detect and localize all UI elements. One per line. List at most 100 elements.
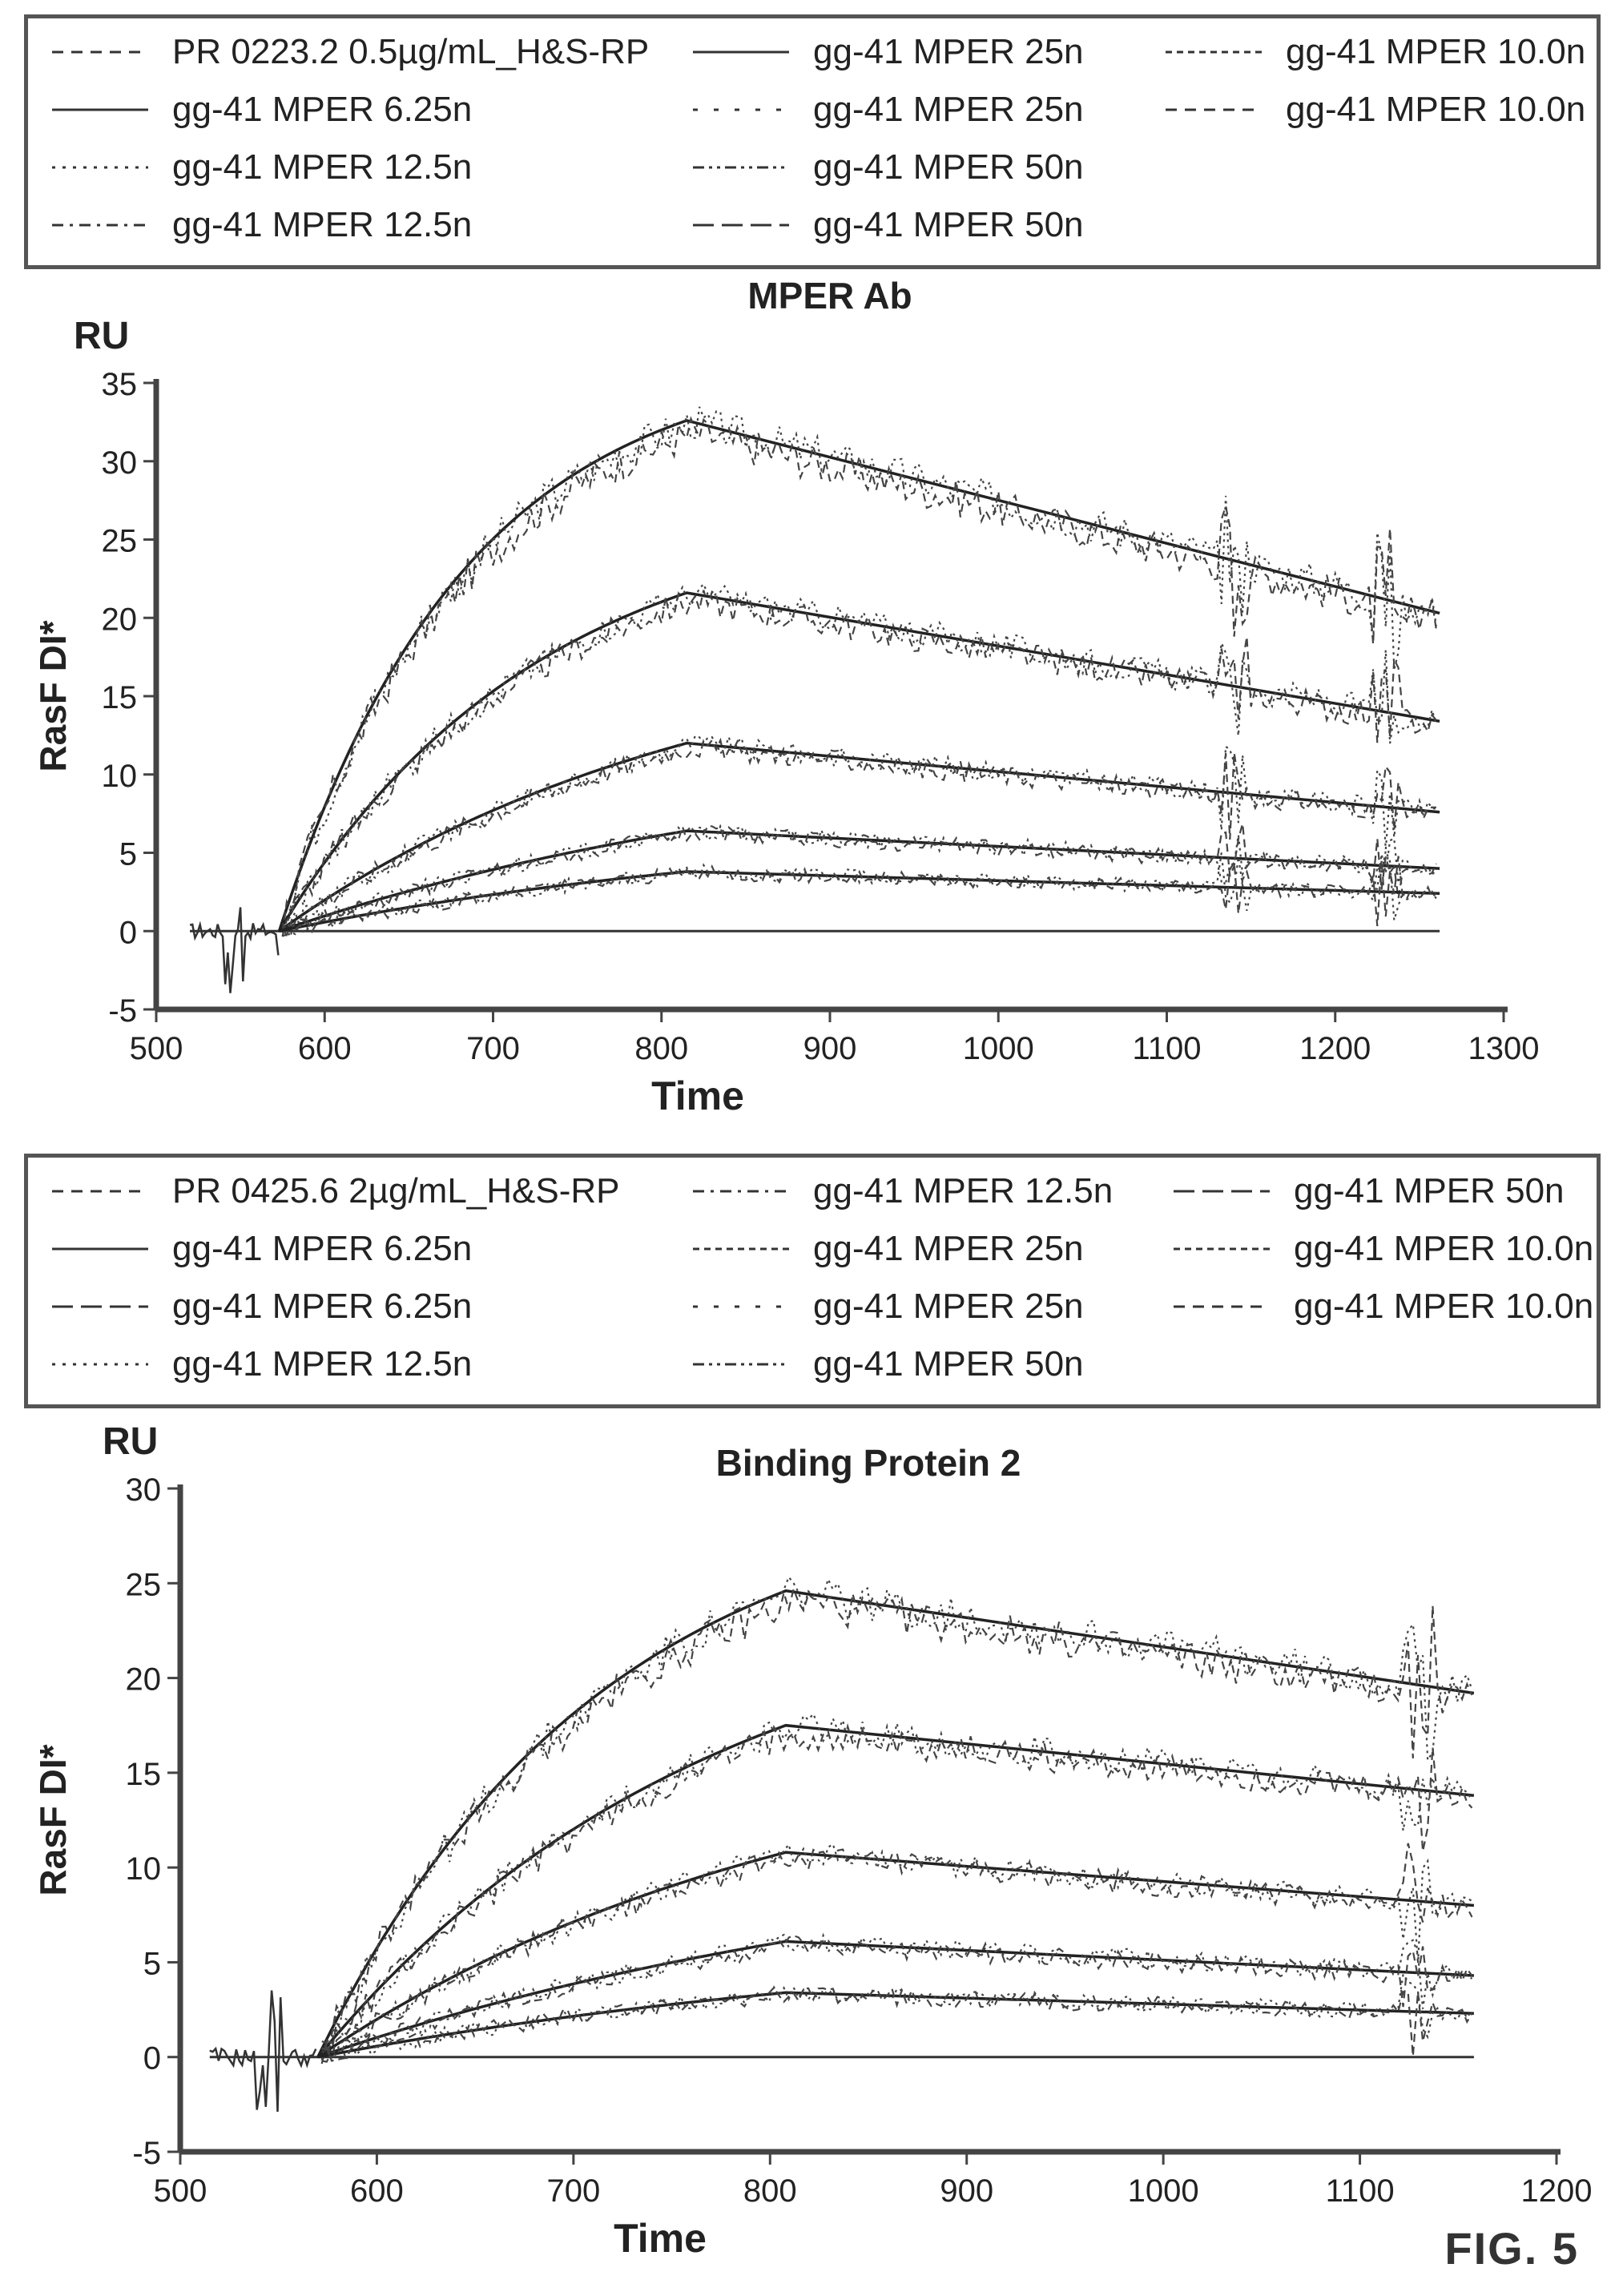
x-tick-label: 1300 xyxy=(1468,1031,1540,1066)
legend-label: gg-41 MPER 50n xyxy=(813,1344,1084,1384)
x-tick-label: 1100 xyxy=(1132,1031,1201,1066)
measured-trace-5-2 xyxy=(321,1972,1473,2062)
measured-trace-1-2 xyxy=(281,406,1437,937)
x-tick-label: 1200 xyxy=(1521,2173,1593,2209)
x-axis-label: Time xyxy=(614,2216,707,2261)
figure-label: FIG. 5 xyxy=(1444,2223,1579,2274)
x-tick-label: 900 xyxy=(803,1031,857,1066)
y-tick-label: 15 xyxy=(102,680,138,715)
y-axis-unit: RU xyxy=(103,1420,158,1463)
legend-entry: gg-41 MPER 12.5n xyxy=(52,1344,472,1384)
x-tick-label: 1200 xyxy=(1299,1031,1371,1066)
y-axis-label: RasF DI* xyxy=(32,1744,74,1895)
fit-curve-4 xyxy=(278,829,1440,932)
fit-curve-3 xyxy=(316,1851,1475,2059)
legend-entry: gg-41 MPER 10.0n xyxy=(1166,32,1585,71)
y-tick-label: 30 xyxy=(126,1472,162,1508)
legend-label: gg-41 MPER 25n xyxy=(813,1229,1084,1268)
measured-trace-1-2 xyxy=(320,1575,1473,2053)
legend-entry: gg-41 MPER 25n xyxy=(693,32,1084,71)
chart-binding-protein-2-plot: Binding Protein 2 RU RasF DI* Time -5 0 5 10 15 2… xyxy=(32,1420,1593,2261)
legend-label: gg-41 MPER 12.5n xyxy=(172,205,472,244)
y-tick-label: 25 xyxy=(102,524,138,559)
y-tick-label: 0 xyxy=(143,2041,161,2076)
legend-entry: gg-41 MPER 12.5n xyxy=(52,205,472,244)
y-tick-label: 5 xyxy=(143,1946,161,1981)
measured-trace-5-2 xyxy=(281,848,1437,938)
chart-binding-protein-2: Binding Protein 2 RU RasF DI* Time -5 0 5 10 15 2… xyxy=(0,1418,1623,2296)
legend-label: gg-41 MPER 10.0n xyxy=(1286,32,1585,71)
legend-label: PR 0425.6 2µg/mL_H&S-RP xyxy=(172,1171,620,1210)
legend-entry: gg-41 MPER 25n xyxy=(693,1287,1084,1326)
x-tick-label: 600 xyxy=(350,2173,404,2209)
legend-label: gg-41 MPER 6.25n xyxy=(172,1229,472,1268)
x-tick-label: 800 xyxy=(634,1031,688,1066)
x-tick-label: 1000 xyxy=(1128,2173,1199,2209)
legend-entries: PR 0425.6 2µg/mL_H&S-RP gg-41 MPER 6.25n g… xyxy=(52,1171,1593,1384)
legend-entries: PR 0223.2 0.5µg/mL_H&S-RP gg-41 MPER 6.25… xyxy=(52,32,1585,244)
measured-trace-5-1 xyxy=(321,1986,1473,2062)
legend-entry: gg-41 MPER 6.25n xyxy=(52,1287,472,1326)
y-axis-unit: RU xyxy=(74,315,129,357)
legend-label: PR 0223.2 0.5µg/mL_H&S-RP xyxy=(172,32,649,71)
legend-entry: gg-41 MPER 10.0n xyxy=(1174,1287,1593,1326)
y-tick-label: 20 xyxy=(126,1662,162,1698)
x-tick-label: 500 xyxy=(154,2173,207,2209)
legend-entry: gg-41 MPER 12.5n xyxy=(693,1171,1113,1210)
measured-trace-2-2 xyxy=(281,582,1437,930)
legend-label: gg-41 MPER 50n xyxy=(813,205,1084,244)
chart-mper-ab: MPER Ab RU RasF DI* Time -5 0 5 10 15 20 25 30 35 500… xyxy=(0,272,1623,1150)
legend-label: gg-41 MPER 10.0n xyxy=(1294,1229,1593,1268)
pre-injection-trace xyxy=(189,907,280,993)
legend-label: gg-41 MPER 25n xyxy=(813,90,1084,129)
legend-label: gg-41 MPER 10.0n xyxy=(1286,90,1585,129)
legend-entry: gg-41 MPER 6.25n xyxy=(52,1229,472,1268)
measured-trace-4-1 xyxy=(321,1935,1473,2063)
y-tick-label: 10 xyxy=(126,1851,162,1887)
y-axis-label: RasF DI* xyxy=(32,620,74,771)
y-tick-label: -5 xyxy=(108,993,137,1029)
x-tick-label: 500 xyxy=(130,1031,183,1066)
chart-mper-ab-plot: MPER Ab RU RasF DI* Time -5 0 5 10 15 20 25 30 35 500… xyxy=(32,275,1540,1118)
measured-trace-3-1 xyxy=(320,1843,1473,2064)
legend-label: gg-41 MPER 12.5n xyxy=(813,1171,1113,1210)
measured-trace-5-1 xyxy=(282,856,1437,937)
y-tick-label: 10 xyxy=(102,759,138,794)
x-tick-label: 600 xyxy=(298,1031,352,1066)
legend-label: gg-41 MPER 50n xyxy=(813,147,1084,187)
legend-entry: PR 0223.2 0.5µg/mL_H&S-RP xyxy=(52,32,649,71)
legend-entry: gg-41 MPER 12.5n xyxy=(52,147,472,187)
chart-title: MPER Ab xyxy=(747,275,912,316)
chart-title: Binding Protein 2 xyxy=(716,1442,1021,1484)
x-axis-label: Time xyxy=(651,1073,744,1118)
legend-chart-2: PR 0425.6 2µg/mL_H&S-RP gg-41 MPER 6.25n g… xyxy=(24,1154,1601,1408)
legend-label: gg-41 MPER 12.5n xyxy=(172,1344,472,1384)
pre-injection-trace xyxy=(209,1990,317,2113)
legend-entry: gg-41 MPER 6.25n xyxy=(52,90,472,129)
x-tick-label: 1000 xyxy=(963,1031,1034,1066)
legend-chart-1: PR 0223.2 0.5µg/mL_H&S-RP gg-41 MPER 6.25… xyxy=(24,14,1601,269)
x-tick-label: 1100 xyxy=(1326,2173,1395,2209)
legend-label: gg-41 MPER 10.0n xyxy=(1294,1287,1593,1326)
y-tick-label: 5 xyxy=(119,837,137,872)
measured-trace-1-1 xyxy=(321,1585,1473,2044)
measured-trace-2-2 xyxy=(321,1712,1473,2060)
y-tick-label: -5 xyxy=(132,2136,161,2171)
legend-label: gg-41 MPER 25n xyxy=(813,1287,1084,1326)
legend-entry: gg-41 MPER 10.0n xyxy=(1174,1229,1593,1268)
measured-trace-3-2 xyxy=(321,1842,1473,2060)
legend-label: gg-41 MPER 25n xyxy=(813,32,1084,71)
y-tick-label: 35 xyxy=(102,367,138,402)
legend-label: gg-41 MPER 6.25n xyxy=(172,1287,472,1326)
x-tick-label: 900 xyxy=(940,2173,993,2209)
y-tick-label: 30 xyxy=(102,445,138,481)
legend-label: gg-41 MPER 12.5n xyxy=(172,147,472,187)
x-tick-label: 800 xyxy=(743,2173,797,2209)
legend-entry: gg-41 MPER 25n xyxy=(693,90,1084,129)
legend-entry: gg-41 MPER 50n xyxy=(1174,1171,1565,1210)
legend-entry: PR 0425.6 2µg/mL_H&S-RP xyxy=(52,1171,620,1210)
x-tick-label: 700 xyxy=(546,2173,600,2209)
x-tick-label: 700 xyxy=(466,1031,520,1066)
legend-entry: gg-41 MPER 50n xyxy=(693,205,1084,244)
